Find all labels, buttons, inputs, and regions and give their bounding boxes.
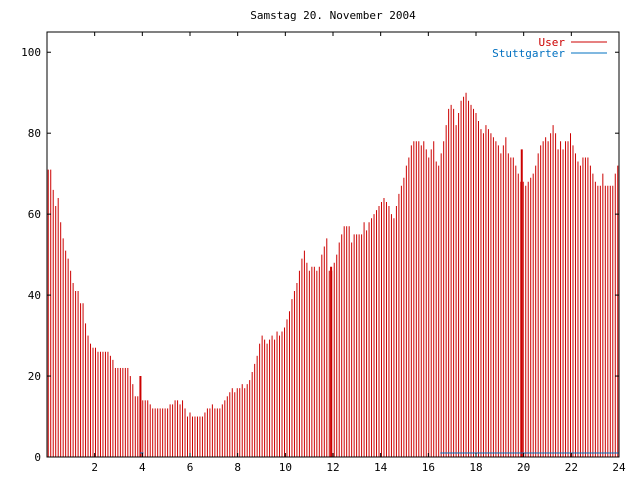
- chart-title: Samstag 20. November 2004: [250, 9, 416, 22]
- x-tick-label: 24: [612, 461, 626, 474]
- legend: User Stuttgarter: [492, 36, 607, 60]
- y-tick-label: 80: [28, 127, 41, 140]
- user-series-bars: [47, 92, 619, 457]
- legend-label-user: User: [539, 36, 566, 49]
- y-tick-label: 100: [21, 46, 41, 59]
- x-tick-label: 4: [139, 461, 146, 474]
- x-tick-label: 16: [422, 461, 435, 474]
- legend-label-stuttgarter: Stuttgarter: [492, 47, 565, 60]
- x-tick-label: 22: [565, 461, 578, 474]
- x-axis: 2 4 6 8 10 12 14 16 18 20 22 24: [91, 32, 626, 474]
- x-tick-label: 12: [326, 461, 339, 474]
- x-tick-label: 10: [279, 461, 292, 474]
- highlight-markers: [139, 149, 523, 457]
- x-tick-label: 2: [91, 461, 98, 474]
- x-tick-label: 20: [517, 461, 530, 474]
- x-tick-label: 14: [374, 461, 388, 474]
- y-tick-label: 60: [28, 208, 41, 221]
- y-tick-label: 0: [34, 451, 41, 464]
- x-tick-label: 8: [234, 461, 241, 474]
- y-axis: 0 20 40 60 80 100: [21, 46, 619, 464]
- y-tick-label: 40: [28, 289, 41, 302]
- x-tick-label: 18: [469, 461, 482, 474]
- y-tick-label: 20: [28, 370, 41, 383]
- x-tick-label: 6: [187, 461, 194, 474]
